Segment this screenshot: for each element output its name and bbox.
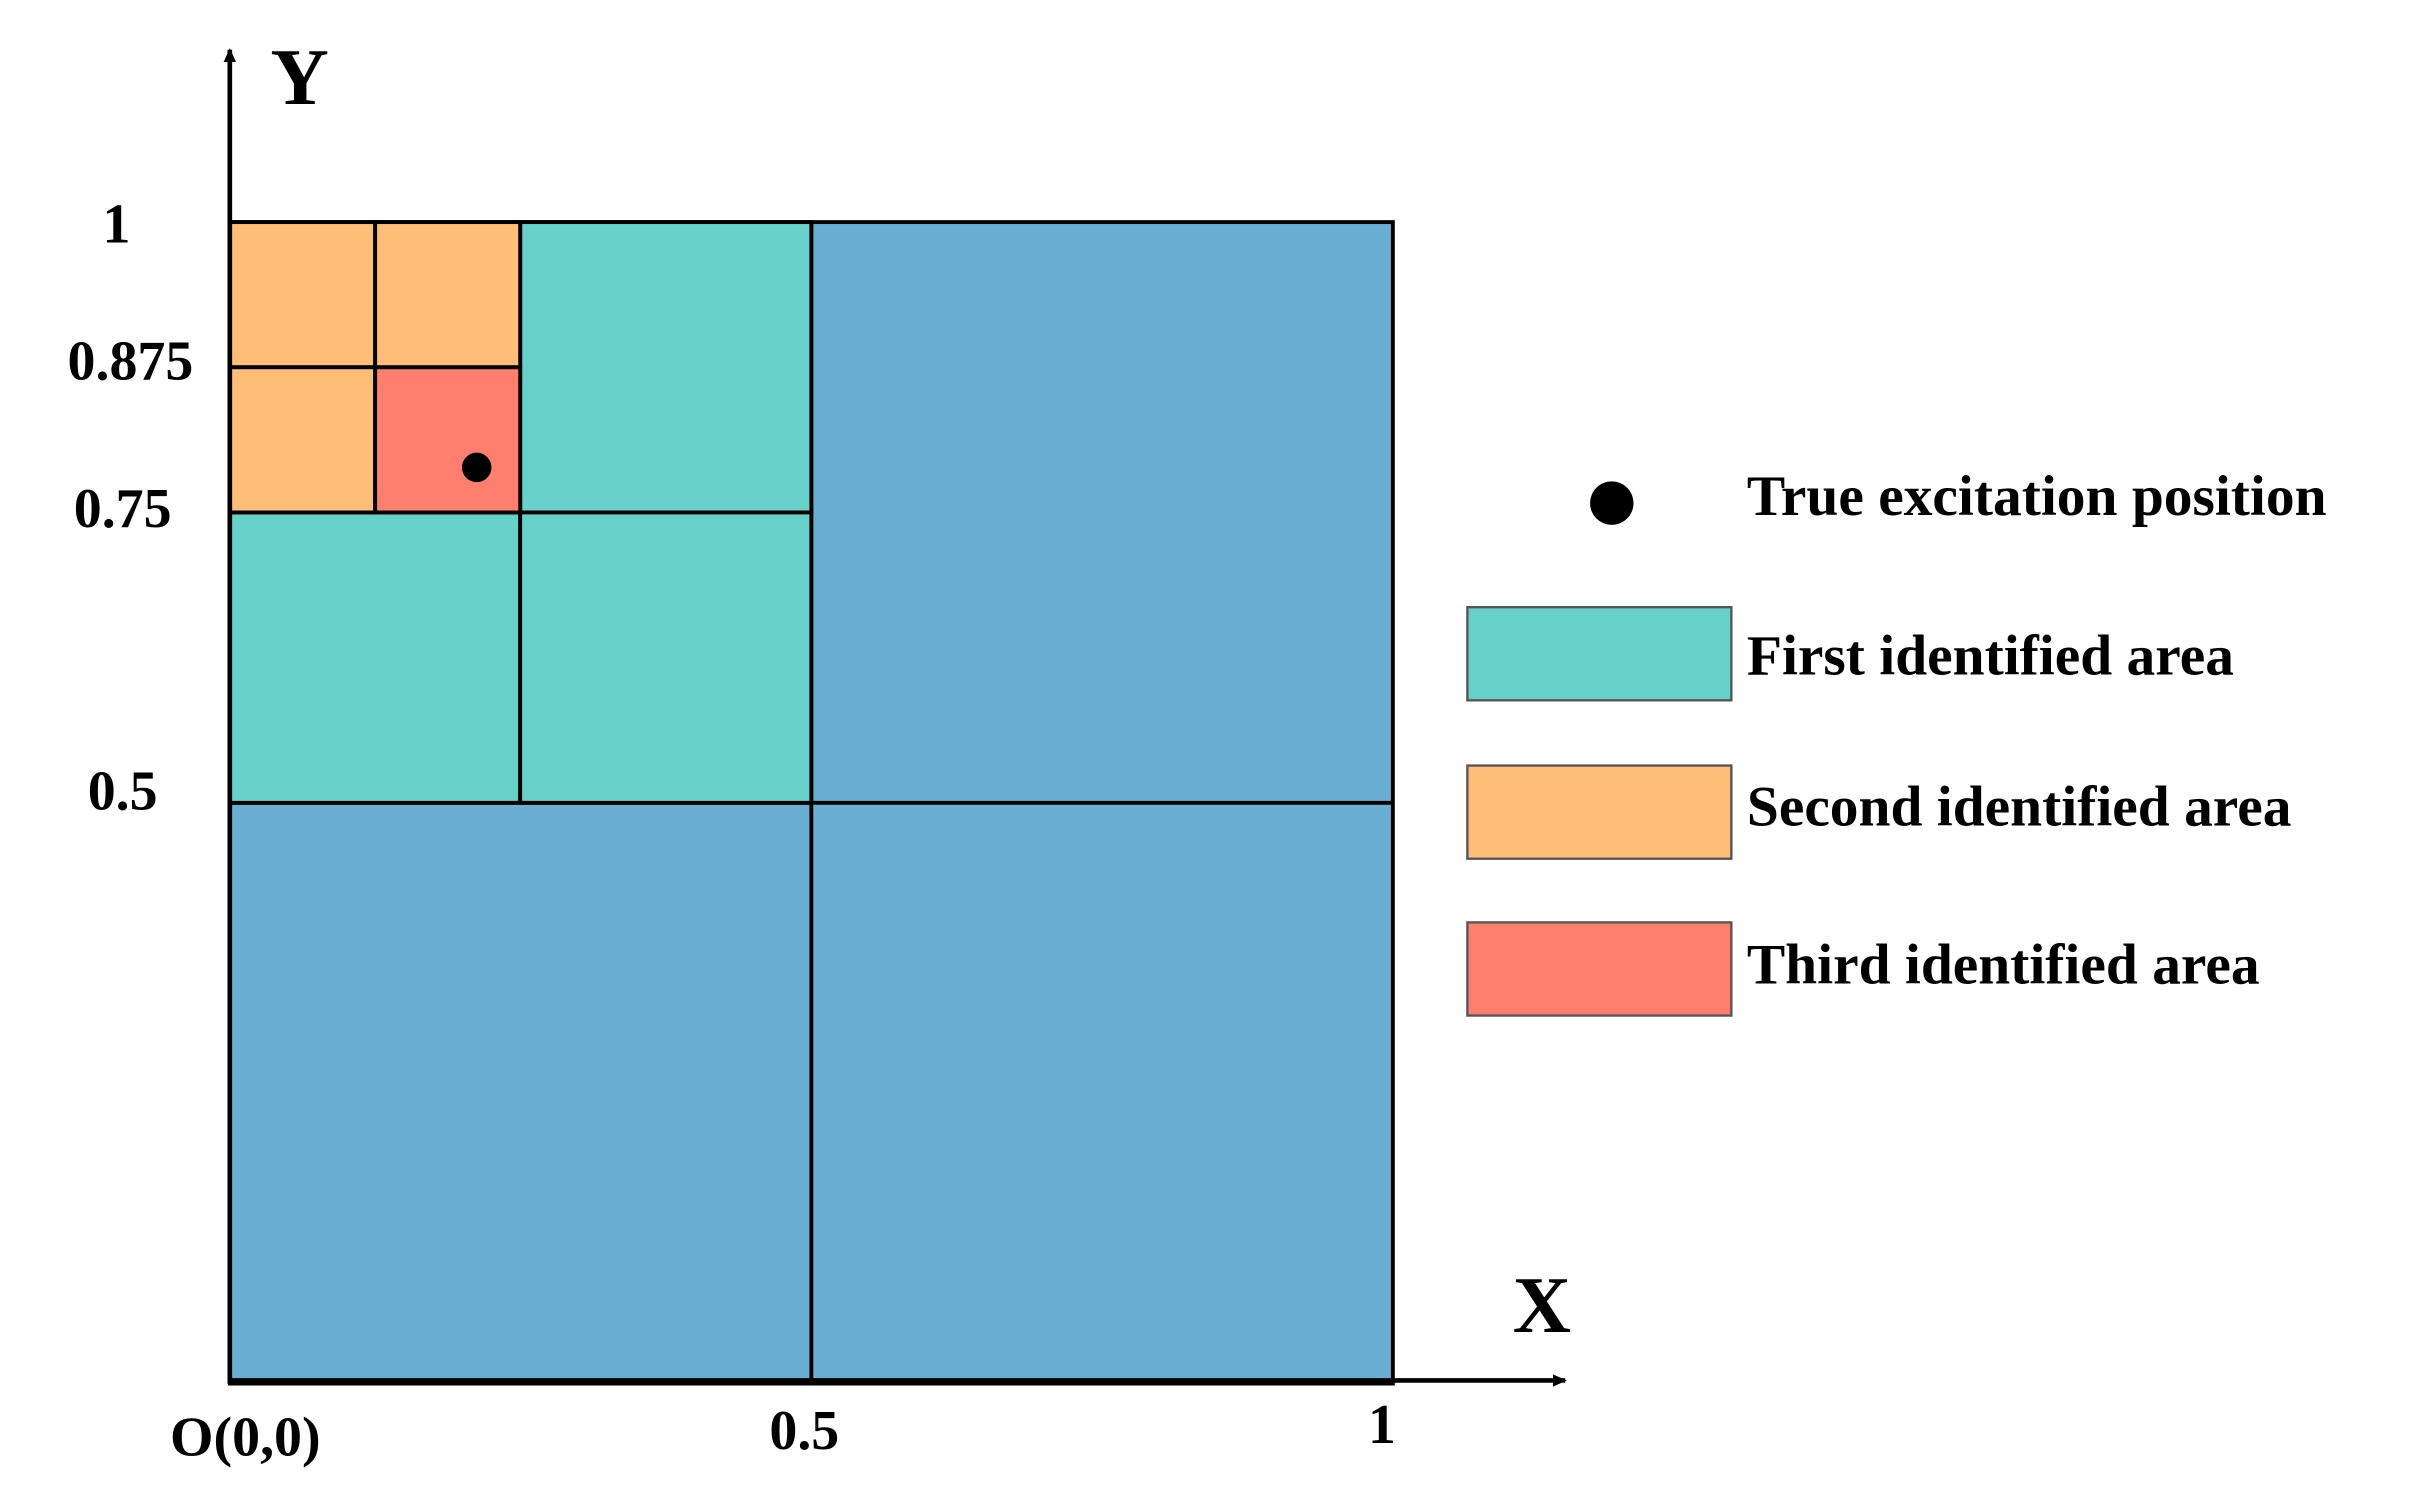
y-tick-label: 0.75: [74, 478, 172, 540]
legend-swatch: [1466, 606, 1733, 702]
y-tick-label: 1: [102, 194, 130, 256]
y-tick-label: 0.875: [68, 330, 194, 392]
legend-swatch: [1466, 764, 1733, 860]
legend-text: Third identified area: [1747, 934, 2260, 997]
region-first: [518, 220, 814, 515]
legend-text: Second identified area: [1747, 775, 2292, 838]
region-third: [373, 365, 523, 515]
y-axis-label: Y: [271, 33, 329, 122]
legend-text: True excitation position: [1747, 465, 2327, 528]
region-second: [227, 220, 378, 370]
excitation-point: [461, 452, 492, 483]
x-tick-label: 1: [1368, 1394, 1396, 1456]
legend-marker: [1590, 481, 1634, 525]
legend-swatch: [1466, 921, 1733, 1017]
region-first: [518, 510, 814, 805]
region-second: [227, 365, 378, 515]
origin-label: O(0,0): [170, 1406, 321, 1468]
region-first: [227, 510, 523, 805]
x-tick-label: 0.5: [769, 1400, 839, 1462]
legend-text: First identified area: [1747, 625, 2234, 688]
region-second: [373, 220, 523, 370]
y-tick-label: 0.5: [88, 760, 158, 822]
x-axis-label: X: [1513, 1261, 1571, 1350]
